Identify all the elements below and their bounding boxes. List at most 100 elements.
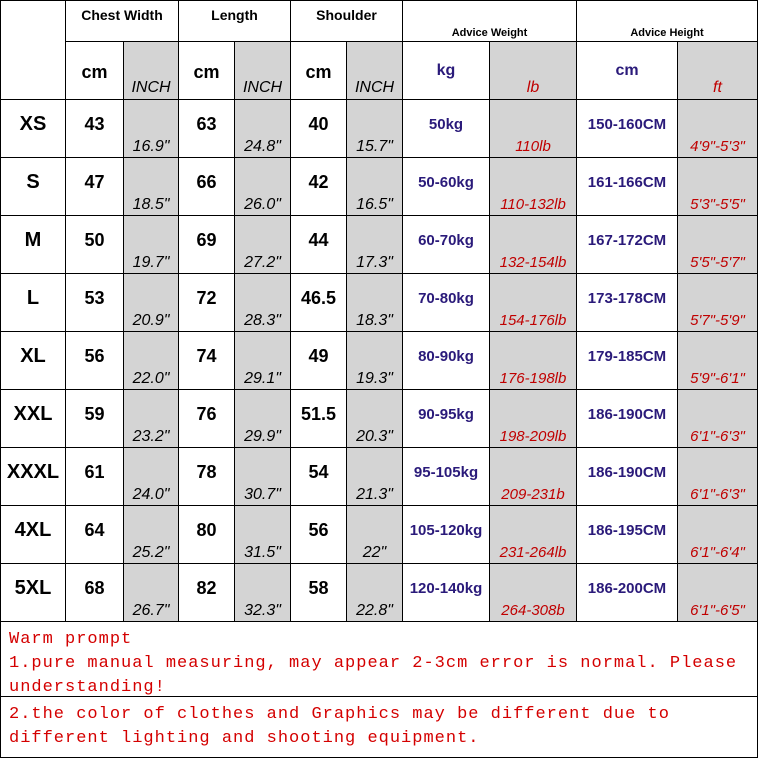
group-header: Advice Height <box>630 27 704 39</box>
height-cm: 161-166CM <box>587 174 667 191</box>
height-cm: 186-190CM <box>587 406 667 423</box>
length-cm: 69 <box>196 230 217 250</box>
size-cell: 5XL <box>0 564 66 622</box>
height-cm-cell: 161-166CM <box>577 158 678 216</box>
weight-lb-cell: 110-132lb <box>490 158 577 216</box>
group-header-cell: Chest Width <box>66 0 179 42</box>
shoulder-cm-cell: 42 <box>291 158 347 216</box>
size-cell: M <box>0 216 66 274</box>
shoulder-cm-cell: 46.5 <box>291 274 347 332</box>
unit-label-cell: kg <box>403 42 490 100</box>
length-cm: 74 <box>196 346 217 366</box>
unit-label-cell: INCH <box>235 42 291 100</box>
length-cm-cell: 80 <box>179 506 235 564</box>
size-cell: S <box>0 158 66 216</box>
chest-inch-cell: 23.2" <box>124 390 179 448</box>
weight-lb-cell: 176-198lb <box>490 332 577 390</box>
shoulder-inch: 22.8" <box>356 602 393 619</box>
weight-kg-cell: 60-70kg <box>403 216 490 274</box>
shoulder-inch: 18.3" <box>356 312 393 329</box>
group-header: Shoulder <box>316 7 377 23</box>
height-ft: 5'3"-5'5" <box>690 196 745 213</box>
height-ft-cell: 6'1"-6'5" <box>678 564 758 622</box>
size-cell: XXL <box>0 390 66 448</box>
weight-lb-cell: 110lb <box>490 100 577 158</box>
weight-kg: 50-60kg <box>418 174 474 191</box>
weight-lb-cell: 154-176lb <box>490 274 577 332</box>
weight-lb: 110lb <box>515 138 551 155</box>
size: XL <box>20 345 46 367</box>
chest-inch: 22.0" <box>132 370 170 387</box>
corner-cell <box>0 0 66 100</box>
weight-lb: 264-308b <box>501 602 565 619</box>
weight-lb: 110-132lb <box>500 196 566 213</box>
weight-kg: 80-90kg <box>418 348 474 365</box>
shoulder-inch-cell: 16.5" <box>347 158 403 216</box>
height-ft: 6'1"-6'3" <box>690 428 745 445</box>
chest-inch: 26.7" <box>132 602 170 619</box>
shoulder-cm: 58 <box>308 578 329 598</box>
height-ft-cell: 5'7"-5'9" <box>678 274 758 332</box>
shoulder-cm: 49 <box>308 346 329 366</box>
size-cell: XXXL <box>0 448 66 506</box>
shoulder-cm: 40 <box>308 114 329 134</box>
shoulder-cm-cell: 40 <box>291 100 347 158</box>
length-inch: 28.3" <box>244 312 281 329</box>
unit-label: kg <box>436 62 456 79</box>
length-inch-cell: 32.3" <box>235 564 291 622</box>
length-cm-cell: 63 <box>179 100 235 158</box>
size: 5XL <box>14 577 52 599</box>
weight-kg: 50kg <box>428 116 464 133</box>
weight-lb: 176-198lb <box>499 370 567 387</box>
length-inch-cell: 29.9" <box>235 390 291 448</box>
shoulder-cm: 54 <box>308 462 329 482</box>
height-cm-cell: 150-160CM <box>577 100 678 158</box>
weight-lb-cell: 198-209lb <box>490 390 577 448</box>
shoulder-cm-cell: 51.5 <box>291 390 347 448</box>
length-inch: 32.3" <box>244 602 281 619</box>
chest-cm: 50 <box>84 230 105 250</box>
weight-kg-cell: 50-60kg <box>403 158 490 216</box>
height-cm: 186-195CM <box>587 522 667 539</box>
shoulder-cm-cell: 54 <box>291 448 347 506</box>
unit-label-cell: cm <box>291 42 347 100</box>
weight-lb-cell: 132-154lb <box>490 216 577 274</box>
length-inch: 30.7" <box>244 486 281 503</box>
chest-cm-cell: 68 <box>66 564 124 622</box>
length-cm-cell: 72 <box>179 274 235 332</box>
size: XXL <box>13 403 53 425</box>
height-cm-cell: 179-185CM <box>577 332 678 390</box>
shoulder-cm: 56 <box>308 520 329 540</box>
weight-kg-cell: 105-120kg <box>403 506 490 564</box>
length-inch: 26.0" <box>244 196 281 213</box>
chest-inch: 24.0" <box>132 486 170 503</box>
height-cm-cell: 167-172CM <box>577 216 678 274</box>
unit-label: cm <box>305 62 332 82</box>
height-ft-cell: 6'1"-6'3" <box>678 390 758 448</box>
chest-cm: 47 <box>84 172 105 192</box>
size-cell: XL <box>0 332 66 390</box>
notes-title: Warm prompt <box>9 630 133 649</box>
chest-cm-cell: 56 <box>66 332 124 390</box>
unit-label: lb <box>526 79 540 96</box>
chest-inch-cell: 19.7" <box>124 216 179 274</box>
weight-kg: 120-140kg <box>409 580 483 597</box>
height-cm-cell: 186-190CM <box>577 390 678 448</box>
length-inch-cell: 24.8" <box>235 100 291 158</box>
shoulder-inch-cell: 22.8" <box>347 564 403 622</box>
height-ft: 4'9"-5'3" <box>690 138 745 155</box>
length-cm: 78 <box>196 462 217 482</box>
length-cm: 72 <box>196 288 217 308</box>
shoulder-inch: 15.7" <box>356 138 393 155</box>
unit-label-cell: INCH <box>124 42 179 100</box>
size: L <box>26 287 40 309</box>
weight-kg: 70-80kg <box>418 290 474 307</box>
shoulder-inch: 17.3" <box>356 254 393 271</box>
height-cm: 186-200CM <box>587 580 667 597</box>
unit-label: INCH <box>242 79 283 96</box>
length-cm-cell: 69 <box>179 216 235 274</box>
height-ft: 5'9"-6'1" <box>690 370 745 387</box>
note-item: 1.pure manual measuring, may appear 2-3c… <box>9 654 738 697</box>
shoulder-cm: 44 <box>308 230 329 250</box>
